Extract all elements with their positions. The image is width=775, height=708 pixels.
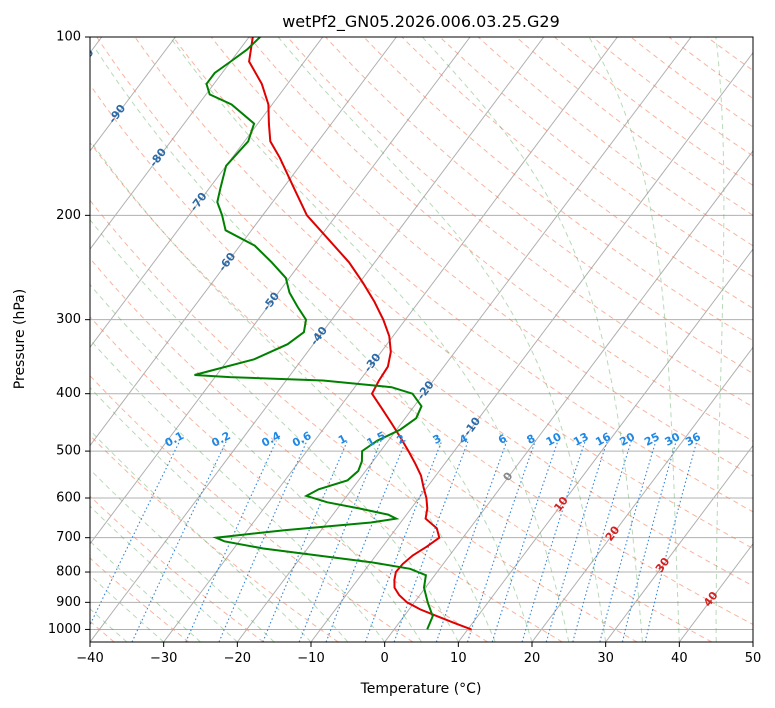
- mixing-ratio-line: [393, 440, 469, 642]
- dry-adiabat: [90, 374, 414, 642]
- moist-adiabat: [90, 338, 386, 642]
- dry-adiabat: [592, 37, 753, 157]
- dry-adiabat: [363, 37, 753, 342]
- isotherm-line: [90, 37, 324, 349]
- mixing-ratio-line: [185, 440, 277, 642]
- mixing-ratio-label: 10: [544, 430, 564, 449]
- y-tick-label: 900: [56, 595, 81, 610]
- isotherm-line: [605, 444, 753, 642]
- x-tick-label: 40: [671, 651, 688, 666]
- mixing-ratio-label: 13: [571, 430, 591, 449]
- isotherm-line: [457, 248, 753, 642]
- mixing-ratio-line: [90, 440, 181, 627]
- moist-adiabat: [90, 218, 459, 642]
- y-tick-label: 1000: [48, 622, 81, 637]
- dry-adiabat: [249, 37, 753, 442]
- isotherm-line: [90, 37, 250, 250]
- mixing-ratio-line: [572, 440, 632, 642]
- mixing-ratio-line: [435, 440, 508, 642]
- mixing-ratio-line: [545, 440, 608, 642]
- x-tick-label: 30: [597, 651, 614, 666]
- dry-adiabat: [287, 37, 753, 408]
- y-tick-label: 100: [56, 30, 81, 45]
- dry-adiabat: [96, 37, 753, 587]
- moist-adiabat: [277, 37, 607, 642]
- dry-adiabat: [210, 37, 753, 477]
- isotherm-line: [531, 346, 753, 642]
- x-tick-label: −40: [76, 651, 103, 666]
- moist-adiabat: [90, 283, 422, 642]
- dewpoint-profile-line: [194, 37, 434, 630]
- y-tick-label: 300: [56, 312, 81, 327]
- mixing-ratio-line: [621, 440, 677, 642]
- y-tick-label: 600: [56, 491, 81, 506]
- isotherm-line: [90, 37, 545, 642]
- moist-adiabat: [90, 540, 201, 642]
- mixing-ratio-label: 30: [663, 430, 683, 449]
- dry-adiabat: [90, 83, 753, 626]
- moist-adiabat: [90, 574, 165, 642]
- temperature-profile-line: [248, 37, 472, 631]
- chart-title: wetPf2_GN05.2026.006.03.25.G29: [282, 12, 560, 32]
- dry-adiabat: [134, 37, 753, 550]
- mixing-ratio-label: 20: [617, 430, 637, 449]
- mixing-ratio-line: [218, 440, 308, 642]
- x-tick-label: 10: [450, 651, 467, 666]
- x-axis-label: Temperature (°C): [360, 681, 482, 697]
- moist-adiabat: [90, 386, 349, 642]
- isotherm-line: [310, 51, 753, 642]
- plot-frame: [89, 36, 754, 643]
- mixing-ratio-label: 16: [593, 430, 613, 449]
- y-tick-label: 500: [56, 444, 81, 459]
- y-tick-label: 400: [56, 386, 81, 401]
- y-tick-label: 800: [56, 565, 81, 580]
- mixing-ratio-line: [599, 440, 657, 642]
- x-tick-label: 20: [524, 651, 541, 666]
- y-tick-label: 200: [56, 208, 81, 223]
- x-tick-label: −30: [150, 651, 177, 666]
- y-axis-label: Pressure (hPa): [12, 289, 28, 389]
- mixing-ratio-label: 36: [683, 430, 703, 449]
- mixing-ratio-line: [262, 440, 349, 642]
- moist-adiabat: [90, 608, 128, 642]
- dry-adiabat: [90, 141, 712, 642]
- plot-area: [90, 37, 753, 642]
- moist-adiabat: [588, 37, 680, 642]
- x-tick-label: −10: [297, 651, 324, 666]
- mixing-ratio-line: [521, 440, 586, 642]
- y-tick-label: 700: [56, 530, 81, 545]
- moist-adiabat: [95, 49, 533, 642]
- axes: −40 −30 −20 −10 0 10 20 30 40 50 100 200 300 400 500 60…: [48, 30, 761, 667]
- isotherm-line: [90, 37, 176, 152]
- mixing-ratio-label: 25: [642, 430, 662, 449]
- moist-adiabat: [90, 468, 275, 642]
- dry-adiabat: [90, 434, 339, 642]
- isotherm-line: [384, 150, 753, 642]
- dry-adiabat: [515, 37, 753, 216]
- dry-adiabat: [172, 37, 753, 513]
- x-tick-label: −20: [224, 651, 251, 666]
- isotherm-line: [90, 37, 397, 447]
- moist-adiabat: [715, 37, 725, 642]
- moist-adiabat: [421, 37, 643, 642]
- dry-adiabat: [90, 199, 638, 642]
- mixing-ratio-line: [644, 440, 698, 642]
- dry-adiabat: [554, 37, 753, 187]
- dry-adiabat: [325, 37, 753, 375]
- isotherm-line: [236, 37, 692, 642]
- isotherm-line: [90, 37, 471, 545]
- mixing-ratio-line: [491, 440, 559, 642]
- x-tick-label: 50: [745, 651, 762, 666]
- x-tick-label: 0: [381, 651, 389, 666]
